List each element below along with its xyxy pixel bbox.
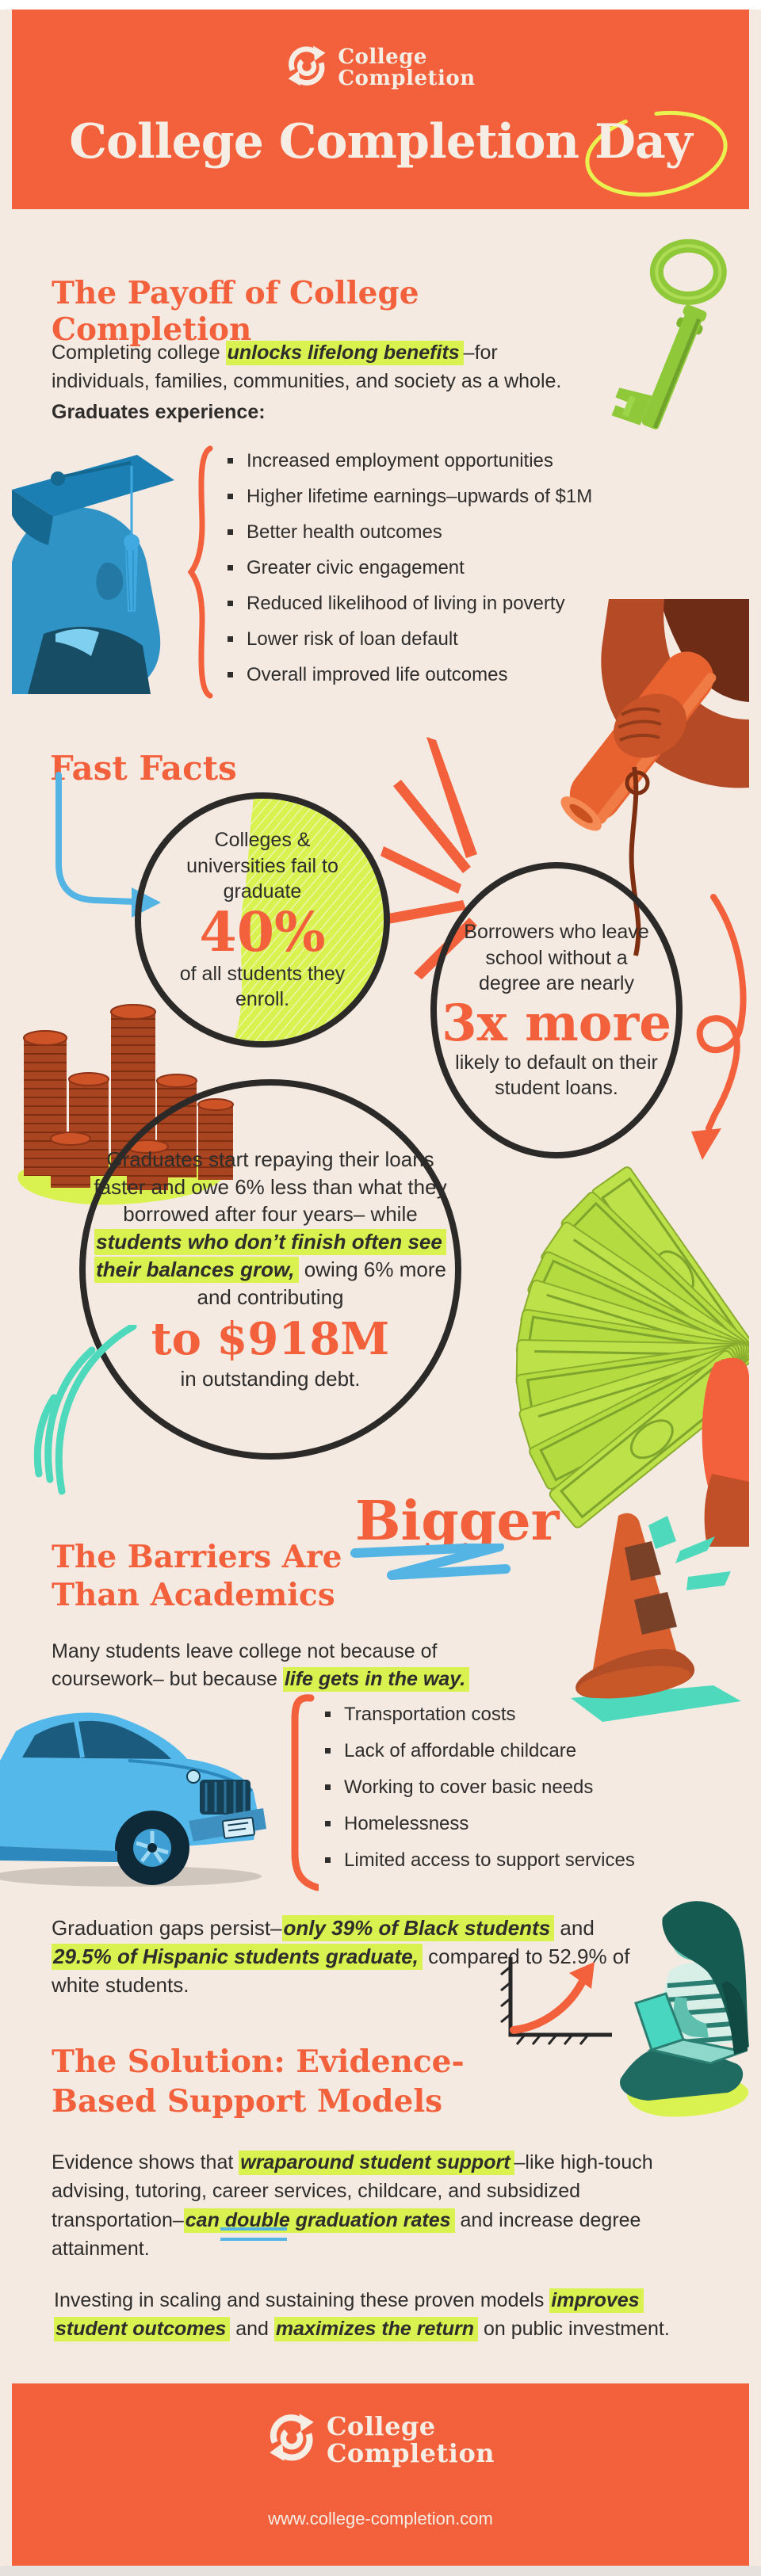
footer-brand-logo-text: College Completion xyxy=(326,2410,495,2468)
double-underline-icon: double xyxy=(224,2208,290,2231)
sol-highlight-wraparound: wraparound student support xyxy=(239,2150,514,2175)
payoff-intro: Completing college unlocks lifelong bene… xyxy=(52,338,571,396)
brace-icon xyxy=(187,445,215,703)
barriers-paragraph: Many students leave college not because … xyxy=(52,1638,551,1693)
list-item: Increased employment opportunities xyxy=(226,448,725,473)
sol-p1-mid: –like high-touch advising, tutoring, car… xyxy=(52,2151,653,2231)
stat-text-pre: Graduates start repaying their loans fas… xyxy=(94,1147,447,1227)
hatch-fill xyxy=(141,799,384,1041)
diploma-hand-photo xyxy=(466,599,749,964)
barriers-heading-line2: Than Academics xyxy=(52,1577,335,1614)
stat-number: 40% xyxy=(199,900,326,964)
barriers-para-pre: Many students leave college not because … xyxy=(52,1640,438,1690)
header-banner: College Completion College Completion Da… xyxy=(12,10,749,209)
gaps-highlight-black-students: only 39% of Black students xyxy=(281,1915,555,1941)
sol-highlight-return: maximizes the return xyxy=(273,2317,478,2342)
website-url: www.college-completion.com xyxy=(268,2509,493,2528)
scribble-underline-icon xyxy=(347,1542,514,1587)
solution-heading-line1: The Solution: Evidence- xyxy=(52,2044,465,2081)
intro-post: –for individuals, families, communities,… xyxy=(52,342,562,393)
gaps-pre: Graduation gaps persist– xyxy=(52,1916,282,1940)
traffic-cone-icon xyxy=(555,1502,753,1735)
curly-arrow-icon xyxy=(672,894,751,1171)
solution-heading-line2: Based Support Models xyxy=(52,2083,443,2120)
fast-facts-heading: Fast Facts xyxy=(50,748,237,788)
stat-text: in outstanding debt. xyxy=(180,1367,361,1391)
car-photo xyxy=(0,1688,273,1894)
solution-paragraph-1: Evidence shows that wraparound student s… xyxy=(52,2148,690,2263)
barriers-highlight: life gets in the way. xyxy=(282,1667,470,1692)
stat-circle-default: Borrowers who leave school without a deg… xyxy=(430,862,683,1158)
intro-pre: Completing college xyxy=(52,342,226,364)
chart-arrow-icon xyxy=(493,1956,624,2059)
top-strip xyxy=(0,0,761,10)
intro-highlight: unlocks lifelong benefits xyxy=(225,341,464,365)
sol-highlight-double-rates: can double graduation rates xyxy=(183,2208,455,2233)
list-item: Greater civic engagement xyxy=(226,555,725,580)
list-item: Homelessness xyxy=(323,1811,755,1836)
brand-logo: College Completion xyxy=(12,44,749,91)
bracket-icon xyxy=(285,1694,321,1896)
sol-hl2-a: can xyxy=(185,2208,225,2231)
list-item: Limited access to support services xyxy=(323,1848,755,1872)
graduates-experience-label: Graduates experience: xyxy=(52,401,266,423)
teal-arcs-icon xyxy=(22,1322,193,1507)
gaps-highlight-hispanic-students: 29.5% of Hispanic students graduate, xyxy=(52,1943,423,1970)
stat-text-post: owing 6% more and contributing xyxy=(197,1257,446,1309)
gaps-post: compared to 52.9% of white students. xyxy=(52,1944,630,1997)
list-item: Reduced likelihood of living in poverty xyxy=(226,591,725,616)
cycle-logo-icon xyxy=(266,2412,317,2467)
stat-text: likely to default on their student loans… xyxy=(455,1051,658,1100)
list-item: Lack of affordable childcare xyxy=(323,1738,755,1763)
list-item: Working to cover basic needs xyxy=(323,1775,755,1799)
day-circle-icon xyxy=(577,105,736,208)
page-title: College Completion Day xyxy=(69,114,693,170)
stat-text: Colleges & universities fail to graduate xyxy=(186,829,338,903)
list-item: Lower risk of loan default xyxy=(226,627,725,651)
student-laptop-photo xyxy=(617,1892,749,2130)
list-item: Better health outcomes xyxy=(226,520,725,544)
key-icon xyxy=(606,234,749,464)
gaps-mid: and xyxy=(554,1916,595,1940)
barriers-heading-bigger: Bigger xyxy=(355,1490,560,1553)
footer-banner: College Completion www.college-completio… xyxy=(12,2383,749,2566)
money-fan-icon xyxy=(507,1141,760,1551)
bottom-strip xyxy=(0,2566,761,2576)
list-item: Higher lifetime earnings–upwards of $1M xyxy=(226,484,725,509)
sol-p1-pre: Evidence shows that xyxy=(52,2151,239,2173)
brand-logo-text: College Completion xyxy=(338,44,476,90)
stat-text: Borrowers who leave school without a deg… xyxy=(464,921,649,995)
stat-circle-enrollment: Colleges & universities fail to graduate… xyxy=(135,792,390,1048)
footer-brand-logo: College Completion xyxy=(12,2412,749,2467)
cycle-logo-icon xyxy=(285,44,328,91)
barriers-heading-line1: The Barriers Are xyxy=(52,1539,342,1576)
sol-p2-post: on public investment. xyxy=(478,2318,670,2341)
stat-text: Graduates start repaying their loans fas… xyxy=(94,1146,447,1311)
list-item: Transportation costs xyxy=(323,1702,755,1727)
graduate-photo xyxy=(12,444,188,698)
solution-paragraph-2: Investing in scaling and sustaining thes… xyxy=(54,2286,684,2344)
stat-number: 3x more xyxy=(442,993,671,1053)
barriers-bullet-list: Transportation costs Lack of affordable … xyxy=(323,1702,755,1884)
stat-number: to $918M xyxy=(151,1312,390,1365)
sol-p1-post: and increase degree attainment. xyxy=(52,2208,641,2260)
sol-p2-pre: Investing in scaling and sustaining thes… xyxy=(54,2289,550,2311)
sol-p2-mid: and xyxy=(230,2318,274,2341)
payoff-bullet-list: Increased employment opportunities Highe… xyxy=(226,448,725,698)
stat-circle-debt: Graduates start repaying their loans fas… xyxy=(79,1079,461,1460)
stat-text: of all students they enroll. xyxy=(179,962,346,1011)
list-item: Overall improved life outcomes xyxy=(226,662,725,687)
solution-heading: The Solution: Evidence- Based Support Mo… xyxy=(52,2042,654,2121)
payoff-heading: The Payoff of College Completion xyxy=(52,275,419,349)
sol-hl2-c: graduation rates xyxy=(289,2208,451,2231)
graduation-gaps-paragraph: Graduation gaps persist–only 39% of Blac… xyxy=(52,1914,634,2000)
